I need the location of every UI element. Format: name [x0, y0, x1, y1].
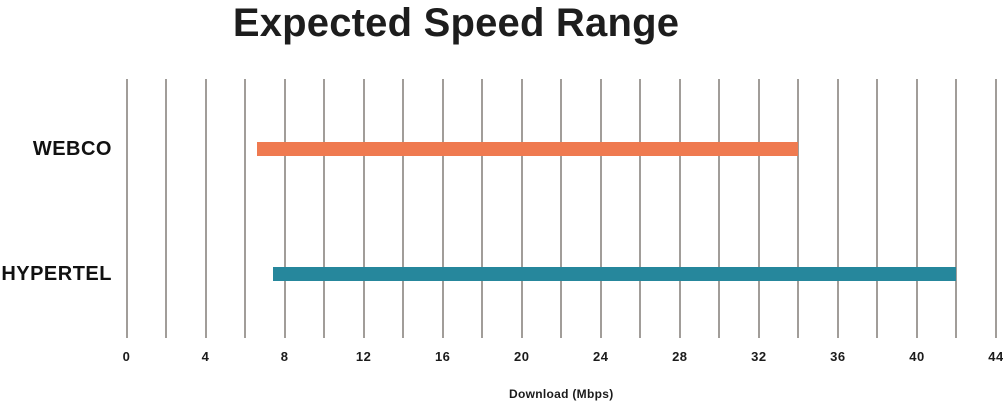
gridline — [283, 79, 286, 338]
gridline — [125, 79, 128, 338]
x-tick-label: 32 — [751, 349, 767, 364]
gridline — [718, 79, 721, 338]
gridline — [244, 79, 247, 338]
chart-title: Expected Speed Range — [232, 1, 680, 45]
x-tick-label: 20 — [513, 349, 530, 364]
gridline — [165, 79, 168, 338]
x-tick-label: 8 — [280, 349, 289, 364]
gridline — [995, 79, 997, 338]
gridline — [639, 79, 642, 338]
gridline — [797, 79, 800, 338]
x-tick-label: 44 — [988, 349, 1003, 364]
gridline — [955, 79, 958, 338]
x-tick-label: 28 — [672, 349, 688, 364]
gridline — [520, 79, 523, 338]
category-label-webco: WEBCO — [32, 137, 112, 160]
gridline — [362, 79, 365, 338]
range-bar-hypertel — [272, 267, 957, 281]
category-label-hypertel: HYPERTEL — [1, 263, 112, 285]
gridline — [836, 79, 839, 338]
gridline — [915, 79, 918, 338]
gridline — [323, 79, 326, 338]
x-tick-label: 4 — [201, 349, 210, 364]
gridline — [678, 79, 681, 338]
range-bar-webco — [256, 141, 799, 156]
x-tick-label: 24 — [593, 349, 609, 364]
gridline — [402, 79, 405, 338]
gridline — [560, 79, 563, 338]
gridline — [876, 79, 879, 338]
gridline — [441, 79, 444, 338]
gridline — [481, 79, 484, 338]
x-tick-label: 12 — [355, 349, 372, 364]
x-tick-label: 0 — [122, 349, 131, 364]
x-axis-label: Download (Mbps) — [509, 387, 614, 401]
gridline — [599, 79, 602, 338]
gridline — [204, 79, 207, 338]
x-tick-label: 40 — [909, 349, 925, 364]
x-tick-label: 36 — [830, 349, 846, 364]
gridline — [757, 79, 760, 338]
x-tick-label: 16 — [434, 349, 451, 364]
